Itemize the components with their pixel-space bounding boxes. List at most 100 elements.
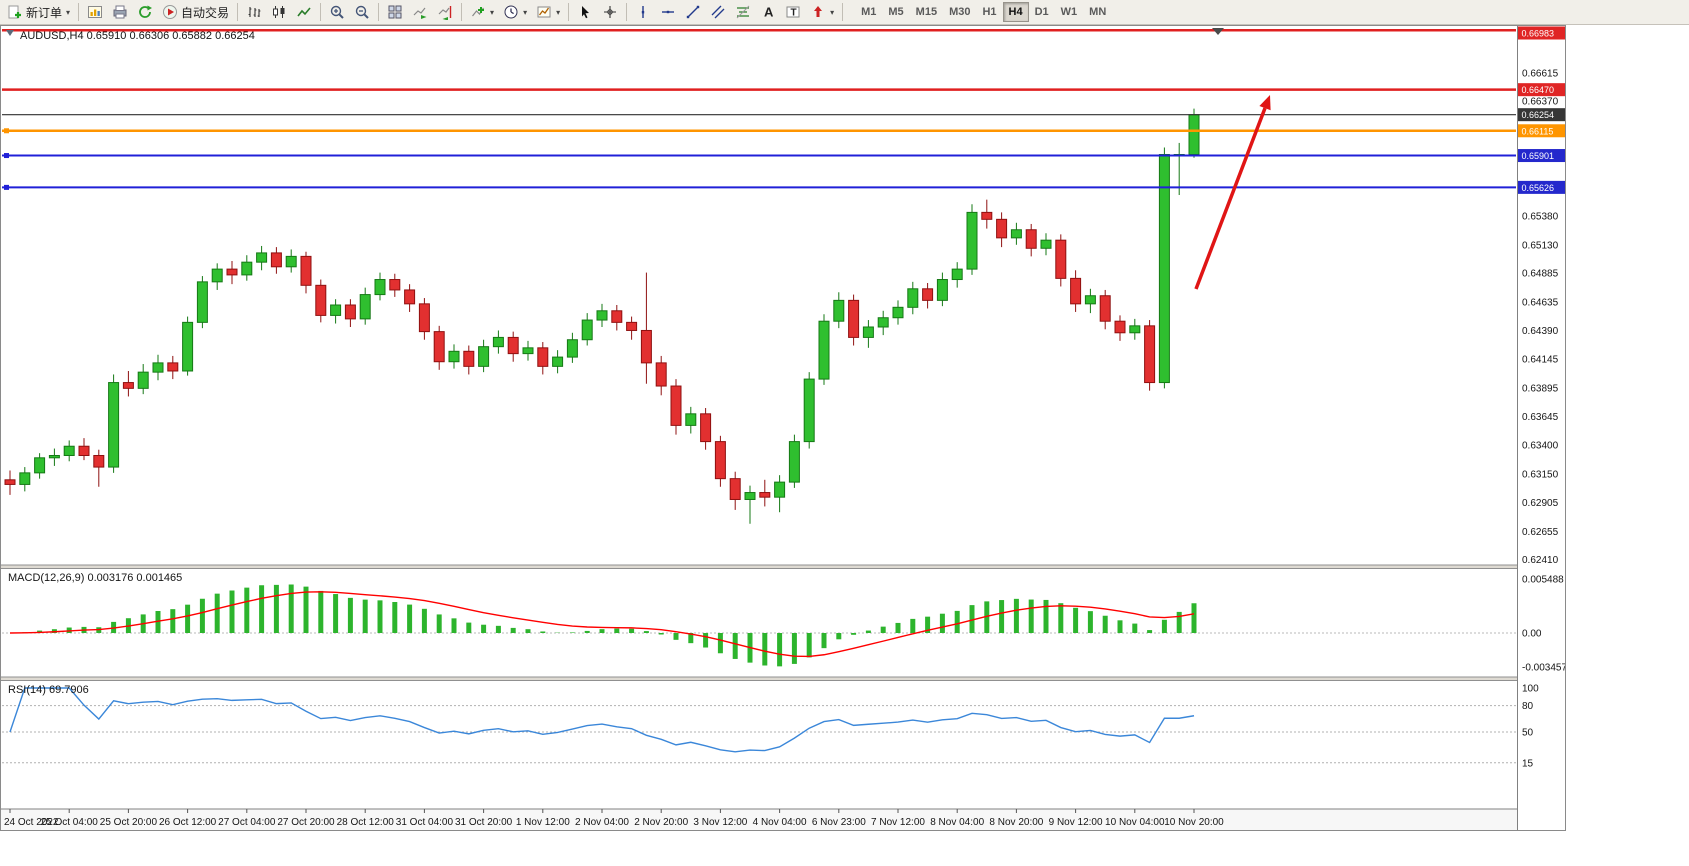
periods-button[interactable]: ▾ [499,1,531,23]
tile-windows-icon [388,5,402,19]
one-click-trading-toggle[interactable] [6,30,14,36]
chart-symbol-label: AUDUSD,H4 0.65910 0.66306 0.65882 0.6625… [20,30,255,42]
refresh-button[interactable] [133,1,157,23]
macd-label: MACD(12,26,9) 0.003176 0.001465 [8,572,182,584]
text-icon: A [764,5,774,20]
zoom-out-icon [355,5,369,19]
price-chart[interactable]: 0.66615 0.66370 0.65380 0.65130 0.64885 0.646… [0,25,1567,831]
timeframe-mn-button[interactable]: MN [1083,2,1112,22]
auto-scroll-button[interactable] [408,1,432,23]
svg-text:50: 50 [1522,728,1534,739]
svg-text:0.64145: 0.64145 [1522,354,1559,365]
text-button[interactable]: A [756,1,780,23]
timeframe-h4-button[interactable]: H4 [1002,2,1029,22]
svg-text:3 Nov 12:00: 3 Nov 12:00 [693,817,747,828]
trendline-icon [686,5,700,19]
timeframe-d1-button[interactable]: D1 [1029,2,1055,22]
templates-button[interactable]: ▾ [532,1,564,23]
price-tag-0.65901 [1518,149,1565,163]
svg-text:-0.003457: -0.003457 [1522,662,1566,673]
rsi-layer [2,687,1516,764]
auto-trading-button[interactable]: 自动交易 [158,1,233,23]
bar-chart-icon [248,7,261,17]
svg-text:0.62655: 0.62655 [1522,527,1559,538]
timeframe-m1-button[interactable]: M1 [855,2,882,22]
chart-shift-button[interactable] [433,1,457,23]
svg-text:80: 80 [1522,701,1534,712]
zoom-in-icon [330,5,344,19]
svg-text:2 Nov 20:00: 2 Nov 20:00 [634,817,688,828]
svg-text:0.66983: 0.66983 [1522,29,1555,39]
svg-text:7 Nov 12:00: 7 Nov 12:00 [871,817,925,828]
crosshair-button[interactable] [598,1,622,23]
new-chart-button[interactable] [83,1,107,23]
auto-trading-icon [163,5,178,19]
fibonacci-button[interactable] [731,1,755,23]
toolbar-separator [626,3,628,21]
candlestick-icon [273,6,285,18]
price-tag-0.66983 [1518,26,1565,40]
auto-trading-button-label: 自动交易 [181,5,230,20]
svg-text:24 Oct 2022: 24 Oct 2022 [4,817,59,828]
toolbar-separator [78,3,80,21]
timeframe-m15-button[interactable]: M15 [910,2,943,22]
horizontal-lines-layer[interactable] [2,29,1516,190]
tile-windows-button[interactable] [383,1,407,23]
chart-shift-marker[interactable] [1212,28,1224,35]
main-toolbar: 新订单 ▾ 自动交易 ▾ ▾ ▾ A T ▾ M1 M5 M15 M30 H1 H4 D1 W1 MN [0,0,1689,25]
toolbar-separator [568,3,570,21]
svg-text:31 Oct 04:00: 31 Oct 04:00 [396,817,454,828]
svg-text:0.63400: 0.63400 [1522,441,1559,452]
rsi-label: RSI(14) 69.7906 [8,684,89,696]
timeframe-w1-button[interactable]: W1 [1055,2,1084,22]
caret-down-icon: ▾ [523,7,528,17]
horizontal-line-icon [662,10,675,14]
timeframe-m30-button[interactable]: M30 [943,2,976,22]
horizontal-line-button[interactable] [656,1,680,23]
cursor-button[interactable] [573,1,597,23]
equidistant-channel-button[interactable] [706,1,730,23]
bar-chart-button[interactable] [242,1,266,23]
toolbar-separator [378,3,380,21]
svg-text:27 Oct 20:00: 27 Oct 20:00 [277,817,335,828]
indicators-button[interactable]: ▾ [466,1,498,23]
caret-down-icon: ▾ [556,7,561,17]
svg-text:0.66615: 0.66615 [1522,68,1559,79]
text-label-icon: T [786,6,800,19]
svg-text:0.63150: 0.63150 [1522,470,1559,481]
line-chart-button[interactable] [292,1,316,23]
svg-text:25 Oct 04:00: 25 Oct 04:00 [41,817,99,828]
new-chart-icon [88,6,103,18]
timeframe-group: M1 M5 M15 M30 H1 H4 D1 W1 MN [855,2,1112,22]
trendline-button[interactable] [681,1,705,23]
timeframe-m5-button[interactable]: M5 [882,2,909,22]
caret-down-icon: ▾ [66,7,71,17]
svg-text:0.64885: 0.64885 [1522,269,1559,280]
price-tag-0.66115 [1518,124,1565,138]
print-icon [113,5,127,19]
trend-arrow-annotation[interactable] [1194,95,1271,290]
arrows-button[interactable]: ▾ [806,1,838,23]
fibonacci-icon [736,5,750,19]
candlestick-button[interactable] [267,1,291,23]
zoom-out-button[interactable] [350,1,374,23]
indicators-icon [472,7,485,17]
zoom-in-button[interactable] [325,1,349,23]
print-button[interactable] [108,1,132,23]
svg-text:A: A [764,5,774,20]
svg-text:100: 100 [1522,684,1539,695]
svg-text:4 Nov 04:00: 4 Nov 04:00 [753,817,807,828]
templates-icon [537,6,551,18]
caret-down-icon: ▾ [830,7,835,17]
line-chart-icon [297,7,311,17]
svg-text:0.66115: 0.66115 [1522,126,1554,136]
new-order-button[interactable]: 新订单 ▾ [3,1,74,23]
vertical-line-button[interactable] [631,1,655,23]
chart-shift-icon [438,6,452,20]
svg-text:0.65380: 0.65380 [1522,211,1559,222]
text-label-button[interactable]: T [781,1,805,23]
svg-text:6 Nov 23:00: 6 Nov 23:00 [812,817,866,828]
svg-text:0.62905: 0.62905 [1522,498,1559,509]
timeframe-h1-button[interactable]: H1 [976,2,1002,22]
